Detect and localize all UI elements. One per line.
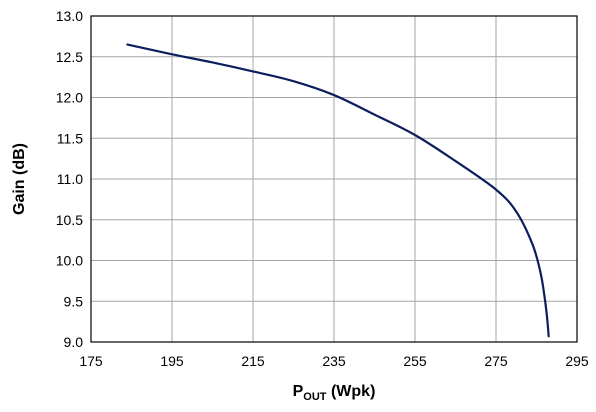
x-tick-label: 295	[565, 353, 589, 369]
y-axis-title: Gain (dB)	[11, 143, 28, 215]
x-tick-labels: 175 195 215 235 255 275 295	[79, 353, 589, 369]
y-tick-label: 9.0	[64, 334, 84, 350]
x-tick-label: 255	[403, 353, 427, 369]
x-axis-title-main: P	[293, 383, 304, 400]
y-tick-label: 10.5	[56, 212, 83, 228]
grid	[90, 15, 578, 343]
x-tick-label: 235	[322, 353, 346, 369]
series-layer	[126, 43, 550, 338]
x-tick-label: 215	[241, 353, 265, 369]
y-tick-label: 12.0	[56, 90, 83, 106]
y-tick-label: 11.5	[57, 130, 83, 146]
y-tick-label: 12.5	[56, 49, 83, 65]
x-axis-title: POUT (Wpk)	[293, 383, 376, 403]
y-tick-labels: 9.0 9.5 10.0 10.5 11.0 11.5 12.0 12.5 13.0	[56, 8, 83, 350]
x-tick-label: 195	[160, 353, 184, 369]
plot-area-frame	[90, 15, 578, 343]
y-tick-label: 13.0	[56, 8, 83, 24]
x-axis-title-suffix: (Wpk)	[327, 383, 376, 400]
y-tick-label: 11.0	[57, 171, 83, 187]
x-tick-label: 175	[79, 353, 103, 369]
x-axis-title-subscript: OUT	[303, 391, 327, 403]
y-tick-label: 9.5	[64, 293, 84, 309]
x-tick-label: 275	[484, 353, 508, 369]
y-tick-label: 10.0	[56, 253, 83, 269]
gain-series-line	[126, 43, 550, 338]
